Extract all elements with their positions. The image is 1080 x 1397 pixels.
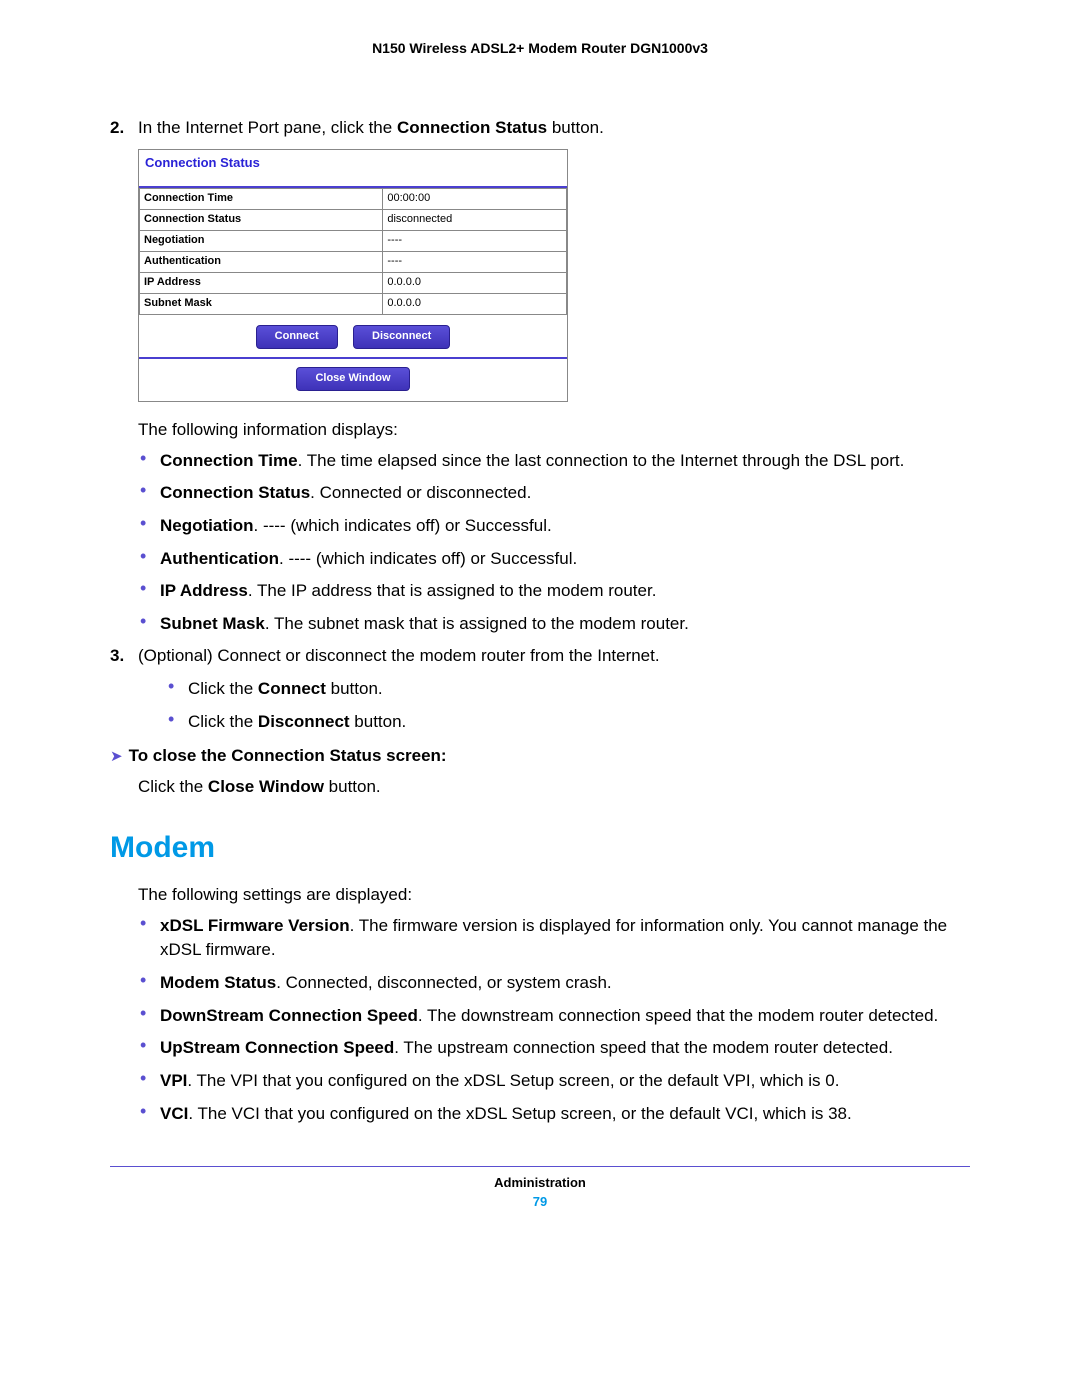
- row-value: 0.0.0.0: [383, 294, 567, 315]
- list-item: Click the Connect button.: [166, 677, 970, 702]
- arrow-icon: ➤: [110, 748, 123, 765]
- close-procedure-title: To close the Connection Status screen:: [129, 746, 447, 765]
- bullet-rest: . Connected or disconnected.: [310, 483, 531, 502]
- step-3: 3. (Optional) Connect or disconnect the …: [110, 644, 970, 669]
- bullet-bold: Disconnect: [258, 712, 350, 731]
- bullet-rest: . ---- (which indicates off) or Successf…: [279, 549, 577, 568]
- list-item: Modem Status. Connected, disconnected, o…: [138, 971, 970, 996]
- info-bullet-list: Connection Time. The time elapsed since …: [138, 449, 970, 637]
- connection-status-panel: Connection Status Connection Time00:00:0…: [138, 149, 568, 402]
- row-label: Connection Status: [140, 210, 383, 231]
- list-item: DownStream Connection Speed. The downstr…: [138, 1004, 970, 1029]
- bullet-rest: . ---- (which indicates off) or Successf…: [254, 516, 552, 535]
- doc-header-title: N150 Wireless ADSL2+ Modem Router DGN100…: [110, 40, 970, 56]
- table-row: Subnet Mask0.0.0.0: [140, 294, 567, 315]
- bullet-bold: Subnet Mask: [160, 614, 265, 633]
- close-line-prefix: Click the: [138, 777, 208, 796]
- row-value: disconnected: [383, 210, 567, 231]
- row-label: Subnet Mask: [140, 294, 383, 315]
- row-value: ----: [383, 252, 567, 273]
- step-2-bold: Connection Status: [397, 118, 547, 137]
- modem-intro-text: The following settings are displayed:: [138, 883, 970, 908]
- bullet-bold: Negotiation: [160, 516, 254, 535]
- table-row: IP Address0.0.0.0: [140, 273, 567, 294]
- close-window-button[interactable]: Close Window: [296, 367, 409, 391]
- list-item: xDSL Firmware Version. The firmware vers…: [138, 914, 970, 963]
- connection-status-table: Connection Time00:00:00 Connection Statu…: [139, 188, 567, 315]
- modem-bullet-list: xDSL Firmware Version. The firmware vers…: [138, 914, 970, 1126]
- table-row: Authentication----: [140, 252, 567, 273]
- row-value: 0.0.0.0: [383, 273, 567, 294]
- step-2-text: In the Internet Port pane, click the Con…: [138, 116, 970, 141]
- bullet-bold: Connection Time: [160, 451, 298, 470]
- list-item: VCI. The VCI that you configured on the …: [138, 1102, 970, 1127]
- step-2-number: 2.: [110, 116, 138, 141]
- bullet-bold: xDSL Firmware Version: [160, 916, 350, 935]
- footer-page-number: 79: [110, 1194, 970, 1209]
- table-row: Negotiation----: [140, 231, 567, 252]
- bullet-bold: Modem Status: [160, 973, 276, 992]
- row-label: Authentication: [140, 252, 383, 273]
- list-item: Connection Status. Connected or disconne…: [138, 481, 970, 506]
- modem-section-heading: Modem: [110, 826, 970, 870]
- row-value: 00:00:00: [383, 189, 567, 210]
- table-row: Connection Statusdisconnected: [140, 210, 567, 231]
- list-item: Authentication. ---- (which indicates of…: [138, 547, 970, 572]
- bullet-bold: Connection Status: [160, 483, 310, 502]
- bullet-bold: IP Address: [160, 581, 248, 600]
- bullet-rest: . The time elapsed since the last connec…: [298, 451, 905, 470]
- row-label: Connection Time: [140, 189, 383, 210]
- step-3-text: (Optional) Connect or disconnect the mod…: [138, 644, 970, 669]
- bullet-rest: . The VCI that you configured on the xDS…: [188, 1104, 851, 1123]
- disconnect-button[interactable]: Disconnect: [353, 325, 450, 349]
- list-item: Click the Disconnect button.: [166, 710, 970, 735]
- bullet-prefix: Click the: [188, 679, 258, 698]
- close-row: Close Window: [139, 359, 567, 401]
- bullet-rest: . Connected, disconnected, or system cra…: [276, 973, 611, 992]
- footer-section-label: Administration: [110, 1175, 970, 1190]
- connect-button[interactable]: Connect: [256, 325, 338, 349]
- close-procedure-line: Click the Close Window button.: [138, 775, 970, 800]
- bullet-prefix: Click the: [188, 712, 258, 731]
- step-3-number: 3.: [110, 644, 138, 669]
- close-line-bold: Close Window: [208, 777, 324, 796]
- bullet-bold: Authentication: [160, 549, 279, 568]
- list-item: Negotiation. ---- (which indicates off) …: [138, 514, 970, 539]
- step-2-prefix: In the Internet Port pane, click the: [138, 118, 397, 137]
- bullet-bold: UpStream Connection Speed: [160, 1038, 394, 1057]
- step-3-bullets: Click the Connect button. Click the Disc…: [166, 677, 970, 734]
- list-item: IP Address. The IP address that is assig…: [138, 579, 970, 604]
- bullet-suffix: button.: [326, 679, 383, 698]
- bullet-suffix: button.: [350, 712, 407, 731]
- step-2-suffix: button.: [547, 118, 604, 137]
- step-2: 2. In the Internet Port pane, click the …: [110, 116, 970, 141]
- close-line-suffix: button.: [324, 777, 381, 796]
- bullet-rest: . The IP address that is assigned to the…: [248, 581, 657, 600]
- list-item: Connection Time. The time elapsed since …: [138, 449, 970, 474]
- bullet-rest: . The VPI that you configured on the xDS…: [187, 1071, 839, 1090]
- bullet-bold: VPI: [160, 1071, 187, 1090]
- row-value: ----: [383, 231, 567, 252]
- row-label: IP Address: [140, 273, 383, 294]
- bullet-rest: . The subnet mask that is assigned to th…: [265, 614, 689, 633]
- bullet-bold: DownStream Connection Speed: [160, 1006, 418, 1025]
- bullet-bold: VCI: [160, 1104, 188, 1123]
- list-item: Subnet Mask. The subnet mask that is ass…: [138, 612, 970, 637]
- row-label: Negotiation: [140, 231, 383, 252]
- bullet-bold: Connect: [258, 679, 326, 698]
- list-item: UpStream Connection Speed. The upstream …: [138, 1036, 970, 1061]
- close-procedure-head: ➤ To close the Connection Status screen:: [110, 744, 970, 769]
- button-row: Connect Disconnect: [139, 315, 567, 359]
- page-footer: Administration 79: [110, 1166, 970, 1209]
- connection-status-title: Connection Status: [139, 150, 567, 189]
- following-info-text: The following information displays:: [138, 418, 970, 443]
- table-row: Connection Time00:00:00: [140, 189, 567, 210]
- list-item: VPI. The VPI that you configured on the …: [138, 1069, 970, 1094]
- bullet-rest: . The upstream connection speed that the…: [394, 1038, 893, 1057]
- bullet-rest: . The downstream connection speed that t…: [418, 1006, 938, 1025]
